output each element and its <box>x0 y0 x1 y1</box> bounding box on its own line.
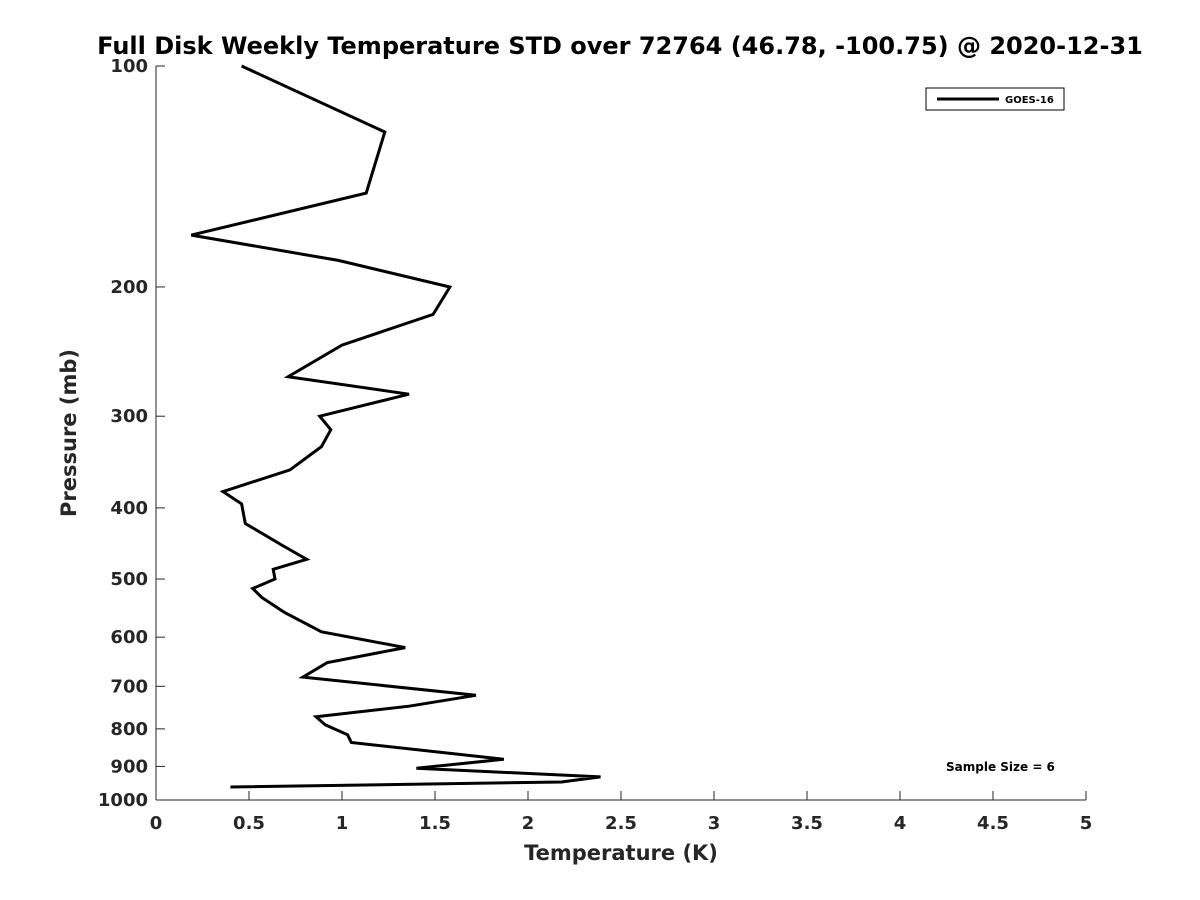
y-tick-label: 800 <box>110 719 148 740</box>
x-tick-label: 4.5 <box>977 813 1009 834</box>
x-tick-label: 3.5 <box>791 813 823 834</box>
y-tick-label: 600 <box>110 627 148 648</box>
y-tick-label: 400 <box>110 498 148 519</box>
y-tick-label: 500 <box>110 569 148 590</box>
sample-size-annotation: Sample Size = 6 <box>946 760 1055 774</box>
x-tick-label: 2.5 <box>605 813 637 834</box>
x-tick-label: 4 <box>894 813 907 834</box>
series-group <box>190 64 601 789</box>
x-axis-ticks: 0 0.5 1 1.5 2 2.5 3 3.5 4 4.5 5 <box>150 791 1093 834</box>
x-tick-label: 0 <box>150 813 163 834</box>
x-tick-label: 3 <box>708 813 721 834</box>
y-axis-label: Pressure (mb) <box>57 349 81 517</box>
legend-entry-goes16: GOES-16 <box>1005 95 1054 106</box>
y-tick-label: 300 <box>110 406 148 427</box>
chart-title: Full Disk Weekly Temperature STD over 72… <box>97 32 1143 60</box>
y-tick-label: 700 <box>110 676 148 697</box>
series-line-goes16 <box>190 64 601 789</box>
y-tick-label: 900 <box>110 756 148 777</box>
legend: GOES-16 <box>925 87 1065 111</box>
y-axis-ticks: 100 200 300 400 500 600 700 800 900 1000 <box>98 56 165 811</box>
y-tick-label: 100 <box>110 56 148 77</box>
x-axis-label: Temperature (K) <box>524 841 718 865</box>
x-tick-label: 2 <box>522 813 535 834</box>
x-tick-label: 0.5 <box>233 813 265 834</box>
x-tick-label: 5 <box>1080 813 1093 834</box>
y-tick-label: 1000 <box>98 790 148 811</box>
x-tick-label: 1 <box>336 813 349 834</box>
x-tick-label: 1.5 <box>419 813 451 834</box>
y-tick-label: 200 <box>110 277 148 298</box>
